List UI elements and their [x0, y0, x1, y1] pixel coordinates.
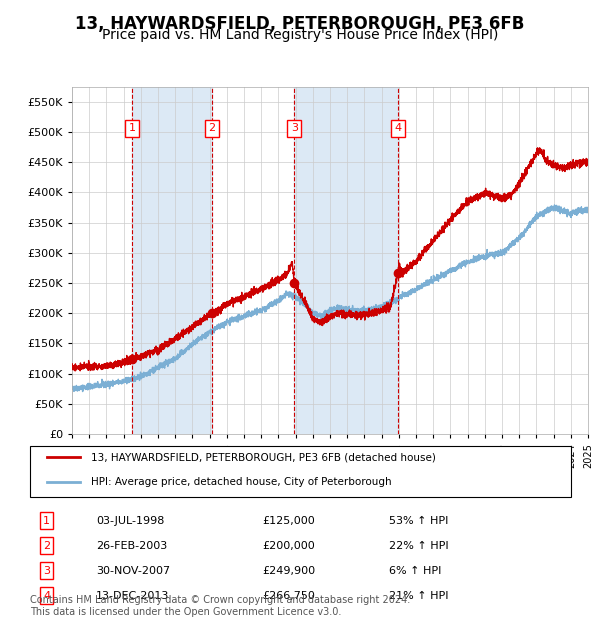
Text: £249,900: £249,900 — [262, 565, 315, 576]
Text: 26-FEB-2003: 26-FEB-2003 — [96, 541, 167, 551]
Text: 30-NOV-2007: 30-NOV-2007 — [96, 565, 170, 576]
Bar — [294, 87, 398, 434]
Text: 4: 4 — [394, 123, 401, 133]
Text: 03-JUL-1998: 03-JUL-1998 — [96, 516, 164, 526]
Text: £125,000: £125,000 — [262, 516, 314, 526]
Text: 13-DEC-2013: 13-DEC-2013 — [96, 591, 170, 601]
Bar — [132, 87, 212, 434]
Text: Contains HM Land Registry data © Crown copyright and database right 2024.
This d: Contains HM Land Registry data © Crown c… — [30, 595, 410, 617]
Text: 2: 2 — [43, 541, 50, 551]
Text: 4: 4 — [43, 591, 50, 601]
Text: £266,750: £266,750 — [262, 591, 315, 601]
Text: 1: 1 — [43, 516, 50, 526]
Text: 21% ↑ HPI: 21% ↑ HPI — [389, 591, 448, 601]
Text: £200,000: £200,000 — [262, 541, 314, 551]
Text: Price paid vs. HM Land Registry's House Price Index (HPI): Price paid vs. HM Land Registry's House … — [102, 28, 498, 42]
Text: 3: 3 — [291, 123, 298, 133]
Text: 13, HAYWARDSFIELD, PETERBOROUGH, PE3 6FB (detached house): 13, HAYWARDSFIELD, PETERBOROUGH, PE3 6FB… — [91, 452, 436, 463]
Text: 53% ↑ HPI: 53% ↑ HPI — [389, 516, 448, 526]
Text: 6% ↑ HPI: 6% ↑ HPI — [389, 565, 441, 576]
Text: 2: 2 — [209, 123, 216, 133]
Text: HPI: Average price, detached house, City of Peterborough: HPI: Average price, detached house, City… — [91, 477, 391, 487]
Text: 1: 1 — [128, 123, 136, 133]
Text: 13, HAYWARDSFIELD, PETERBOROUGH, PE3 6FB: 13, HAYWARDSFIELD, PETERBOROUGH, PE3 6FB — [76, 16, 524, 33]
Text: 3: 3 — [43, 565, 50, 576]
FancyBboxPatch shape — [30, 446, 571, 497]
Text: 22% ↑ HPI: 22% ↑ HPI — [389, 541, 448, 551]
